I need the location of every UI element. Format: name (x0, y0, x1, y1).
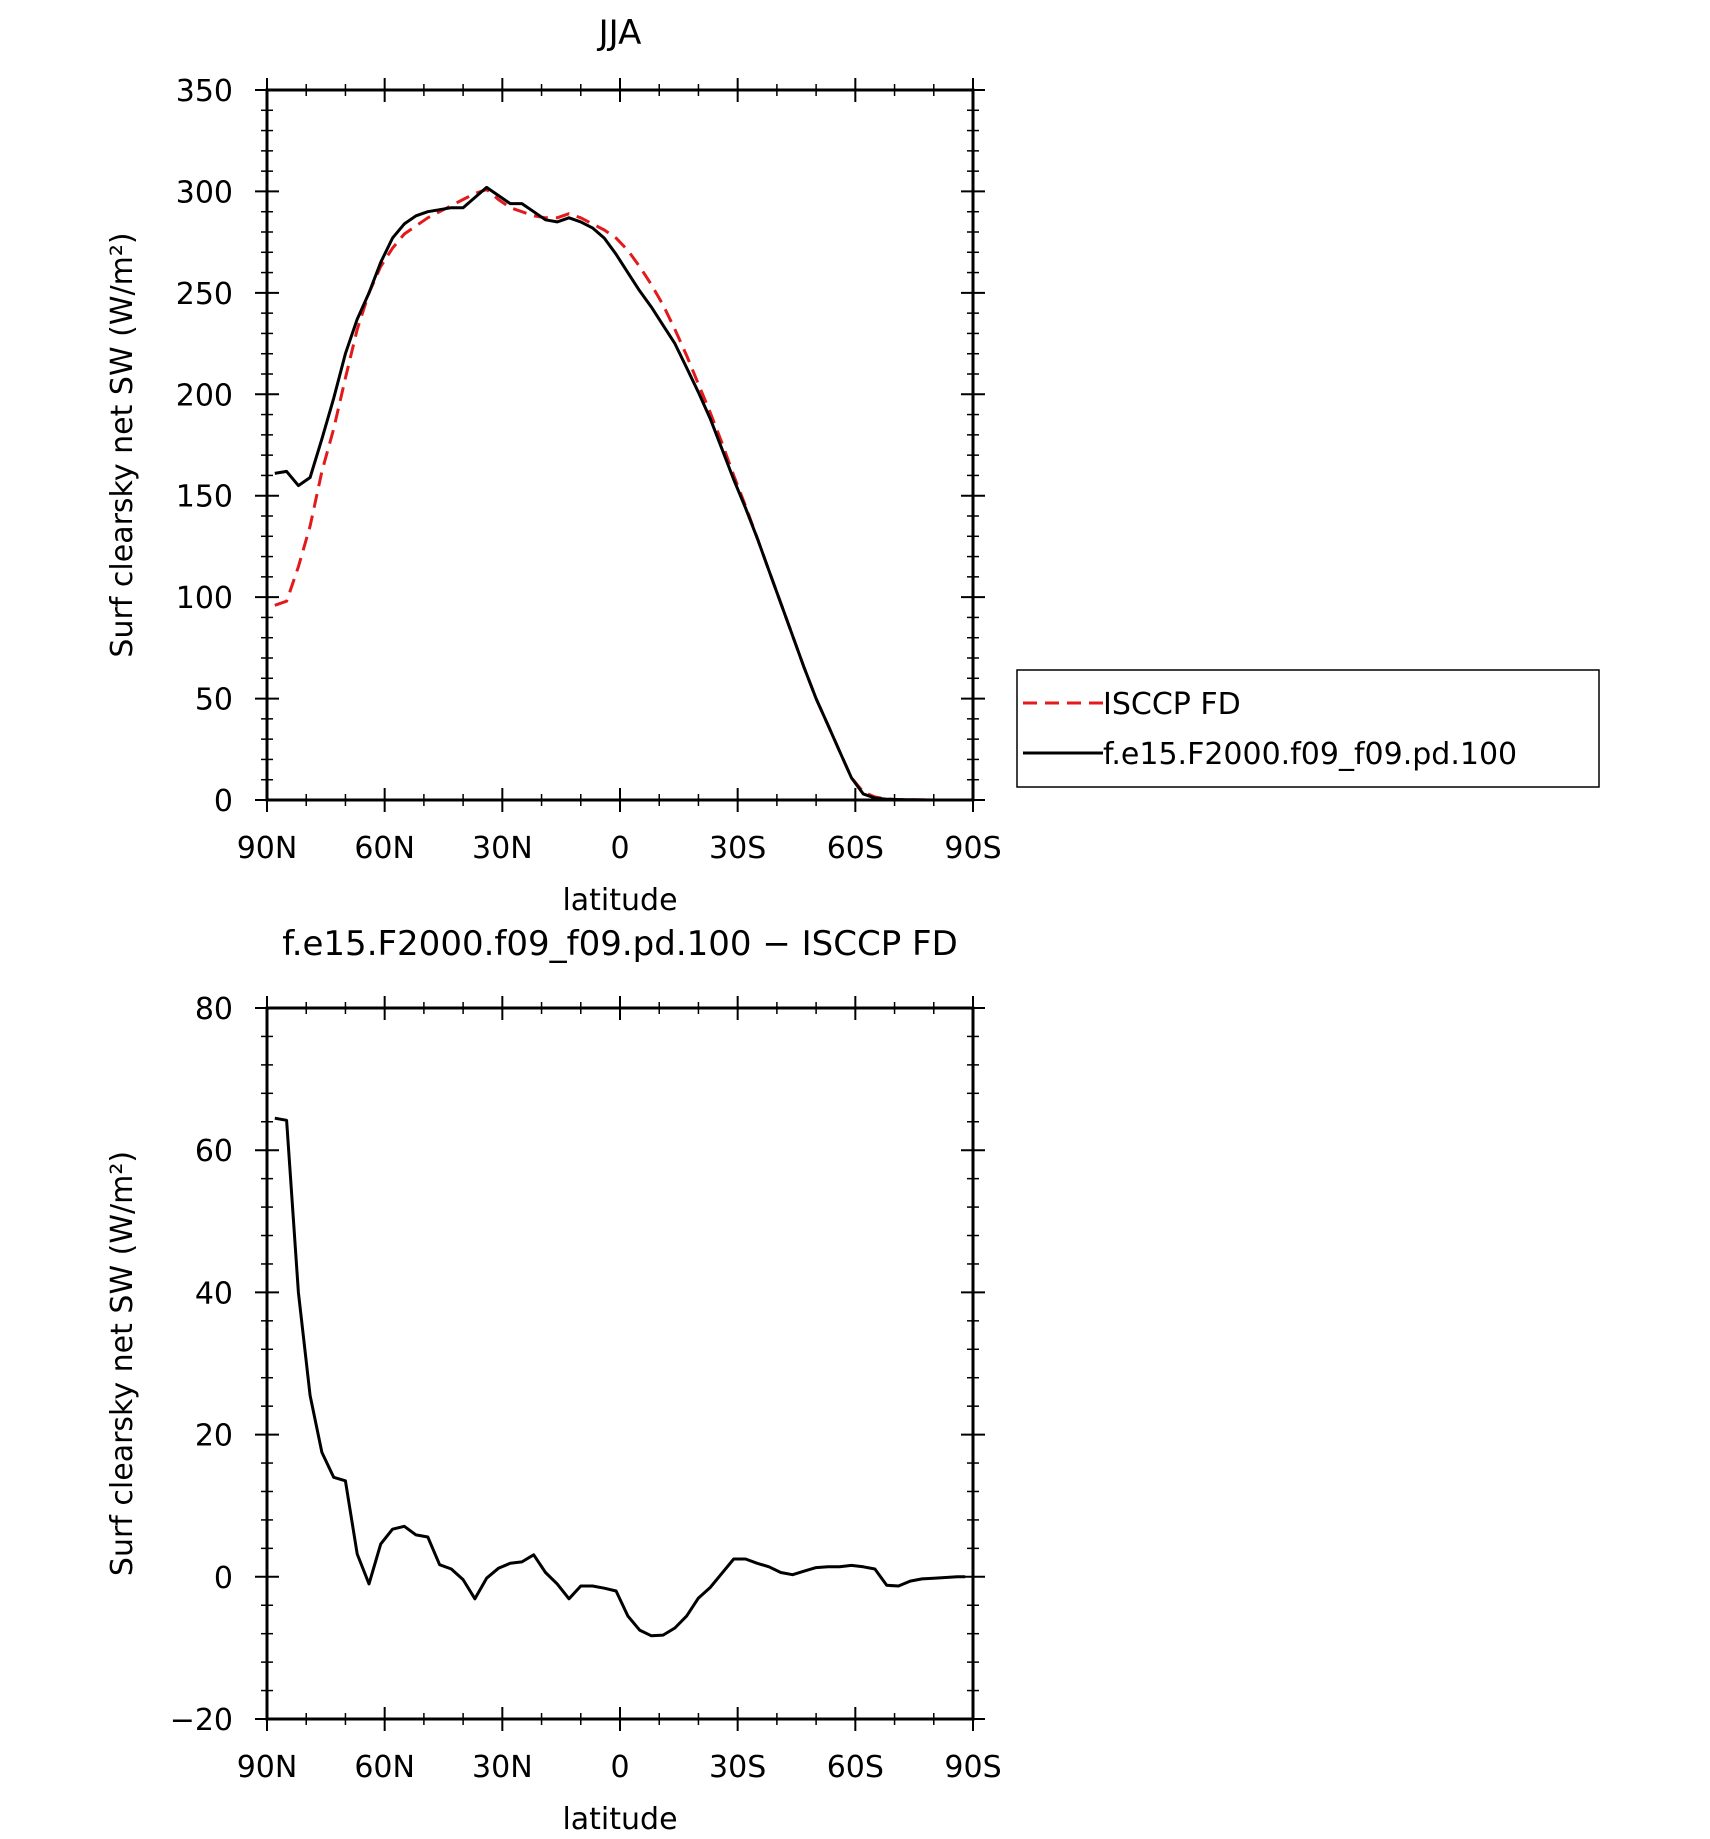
x-tick-label: 30N (472, 831, 533, 866)
x-tick-label: 30N (472, 1750, 533, 1785)
x-tick-label: 60N (354, 1750, 415, 1785)
bottom-chart-ticks: 90N 60N 30N 0 30S 60S 90S −20 0 20 40 60 80 (170, 992, 1002, 1785)
x-tick-label: 30S (709, 1750, 766, 1785)
top-chart-lines (274, 185, 966, 802)
bottom-chart-ylabel: Surf clearsky net SW (W/m²) (105, 1151, 140, 1576)
y-tick-label: 200 (176, 378, 233, 413)
x-tick-label: 90S (944, 1750, 1001, 1785)
legend-label-isccp: ISCCP FD (1103, 687, 1241, 722)
x-tick-label: 60S (827, 1750, 884, 1785)
top-chart-ylabel: Surf clearsky net SW (W/m²) (105, 232, 140, 657)
y-tick-label: 0 (214, 784, 233, 819)
x-tick-label: 30S (709, 831, 766, 866)
y-tick-label: 50 (195, 683, 233, 718)
top-chart-title: JJA (597, 13, 642, 53)
y-tick-label: 60 (195, 1134, 233, 1169)
bottom-chart-xlabel: latitude (562, 1802, 677, 1837)
x-tick-label: 90N (237, 831, 298, 866)
bottom-chart-lines (274, 1116, 966, 1638)
y-tick-label: 250 (176, 277, 233, 312)
bottom-chart-title: f.e15.F2000.f09_f09.pd.100 − ISCCP FD (282, 924, 958, 964)
x-tick-label: 0 (610, 1750, 629, 1785)
y-tick-label: −20 (170, 1703, 233, 1738)
y-tick-label: 40 (195, 1276, 233, 1311)
legend-box (1016, 669, 1600, 788)
y-tick-label: 150 (176, 480, 233, 515)
x-tick-label: 60S (827, 831, 884, 866)
x-tick-label: 0 (610, 831, 629, 866)
series-line-f-e15-f2000-f09-f09-pd-100 (274, 185, 966, 802)
top-chart-xlabel: latitude (562, 883, 677, 918)
series-line-0 (274, 1116, 966, 1638)
y-tick-label: 350 (176, 74, 233, 109)
x-tick-label: 60N (354, 831, 415, 866)
bottom-chart: f.e15.F2000.f09_f09.pd.100 − ISCCP FD la… (105, 924, 1002, 1837)
y-tick-label: 20 (195, 1419, 233, 1454)
x-tick-label: 90S (944, 831, 1001, 866)
legend: ISCCP FD f.e15.F2000.f09_f09.pd.100 (1016, 669, 1600, 788)
y-tick-label: 300 (176, 175, 233, 210)
bottom-chart-frame (265, 1006, 975, 1721)
y-tick-label: 80 (195, 992, 233, 1027)
y-tick-label: 0 (214, 1561, 233, 1596)
y-tick-label: 100 (176, 581, 233, 616)
top-chart-frame (265, 88, 975, 802)
legend-label-model: f.e15.F2000.f09_f09.pd.100 (1103, 737, 1517, 772)
x-tick-label: 90N (237, 1750, 298, 1785)
top-chart: JJA latitude Surf clearsky net SW (W/m²)… (105, 13, 1002, 918)
